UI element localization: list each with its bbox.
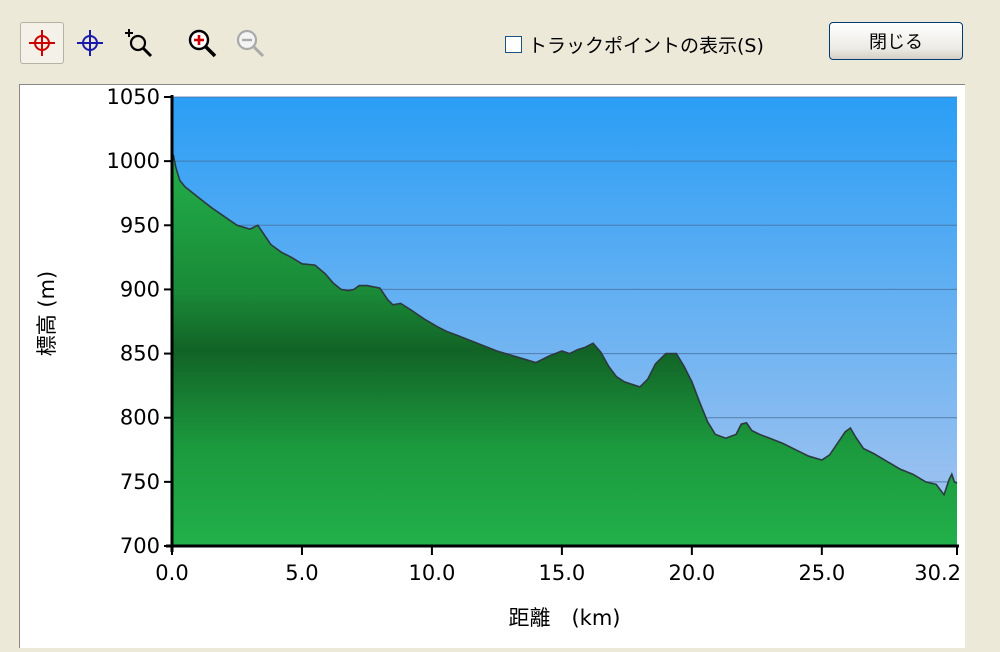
y-tick-label: 1050 (107, 85, 160, 109)
y-tick-label: 700 (120, 534, 160, 558)
crosshair-red-icon (29, 30, 55, 56)
y-tick-label: 900 (120, 277, 160, 301)
x-tick-label: 15.0 (539, 561, 586, 585)
y-tick-label: 850 (120, 342, 160, 366)
y-tick-label: 800 (120, 406, 160, 430)
y-tick-label: 950 (120, 213, 160, 237)
elevation-line (171, 154, 958, 497)
crosshair-red-button[interactable] (20, 22, 64, 64)
zoom-in-icon (188, 29, 217, 58)
show-trackpoints-toggle[interactable]: トラックポイントの表示(S) (505, 30, 764, 58)
show-trackpoints-label: トラックポイントの表示(S) (528, 34, 764, 57)
x-tick-label: 5.0 (285, 561, 318, 585)
elevation-chart: 700 750 800 850 900 950 1000 1050 0.0 5.0 10.0 15.… (35, 85, 961, 630)
crosshair-blue-button[interactable] (68, 22, 112, 64)
x-tick-label: 0.0 (155, 561, 188, 585)
x-tick-label: 20.0 (668, 561, 715, 585)
x-tick-label: 30.2 (914, 561, 961, 585)
y-tick-label: 750 (120, 470, 160, 494)
window-edge (966, 84, 1000, 647)
crosshair-blue-icon (77, 30, 103, 56)
y-axis-ticks: 700 750 800 850 900 950 1000 1050 (107, 85, 172, 558)
zoom-out-button[interactable] (228, 22, 272, 64)
toolbar: トラックポイントの表示(S) 閉じる (0, 0, 1000, 84)
zoom-area-button[interactable] (116, 22, 160, 64)
show-trackpoints-checkbox[interactable] (505, 35, 522, 53)
close-button[interactable]: 閉じる (829, 22, 963, 60)
x-axis-label: 距離 (km) (508, 606, 620, 630)
zoom-in-button[interactable] (180, 22, 224, 64)
elevation-area (172, 154, 957, 546)
x-tick-label: 25.0 (798, 561, 845, 585)
y-axis-label: 標高 (m) (35, 271, 59, 357)
x-axis-ticks: 0.0 5.0 10.0 15.0 20.0 25.0 30.2 (155, 546, 961, 585)
x-tick-label: 10.0 (409, 561, 456, 585)
zoom-area-icon (125, 29, 153, 58)
chart-panel: 700 750 800 850 900 950 1000 1050 0.0 5.0 10.0 15.… (19, 84, 965, 648)
y-tick-label: 1000 (107, 149, 160, 173)
zoom-out-icon (236, 29, 265, 58)
